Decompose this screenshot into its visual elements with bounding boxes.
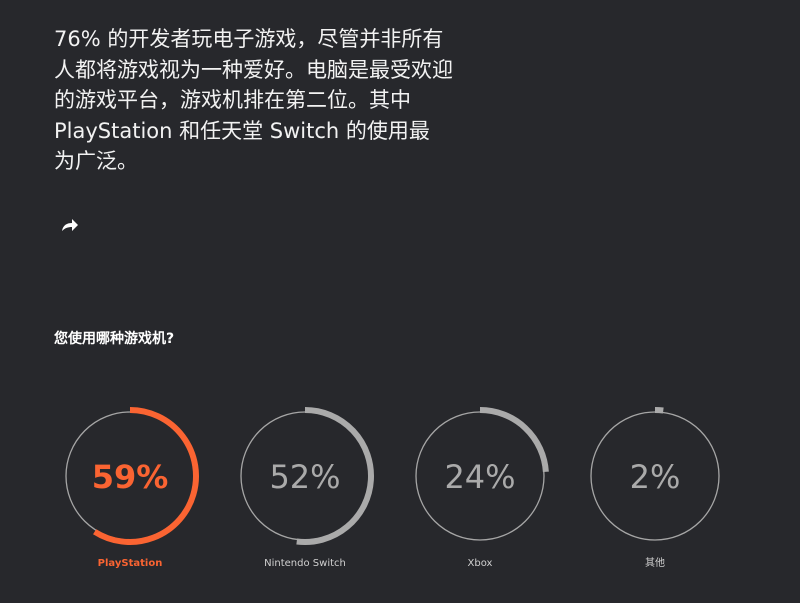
intro-paragraph: 76% 的开发者玩电子游戏，尽管并非所有 人都将游戏视为一种爱好。电脑是最受欢迎… (54, 24, 534, 177)
category-label: Nintendo Switch (264, 558, 346, 569)
value-label: 24% (444, 458, 515, 496)
donut-arc-3 (654, 407, 664, 414)
intro-line: 为广泛。 (54, 149, 138, 173)
value-label: 59% (92, 458, 169, 496)
share-button[interactable] (60, 216, 80, 234)
share-arrow-icon (62, 219, 78, 231)
intro-line: 的游戏平台，游戏机排在第二位。其中 (54, 88, 411, 112)
donut-arc-1 (296, 407, 374, 545)
donut-arc-0 (93, 407, 199, 545)
value-label: 2% (630, 458, 681, 496)
donut-chart: 59% PlayStation 52% Nintendo Switch 24% Xbox 2… (65, 407, 720, 569)
category-label: 其他 (645, 556, 665, 569)
intro-line: 人都将游戏视为一种爱好。电脑是最受欢迎 (54, 57, 453, 82)
donut-arc-2 (479, 407, 549, 473)
category-label: Xbox (468, 558, 493, 569)
intro-line: 76% 的开发者玩电子游戏，尽管并非所有 (54, 27, 444, 51)
chart-title: 您使用哪种游戏机? (54, 331, 175, 347)
category-label: PlayStation (98, 558, 163, 569)
value-label: 52% (269, 458, 340, 496)
intro-line: PlayStation 和任天堂 Switch 的使用最 (54, 118, 430, 143)
